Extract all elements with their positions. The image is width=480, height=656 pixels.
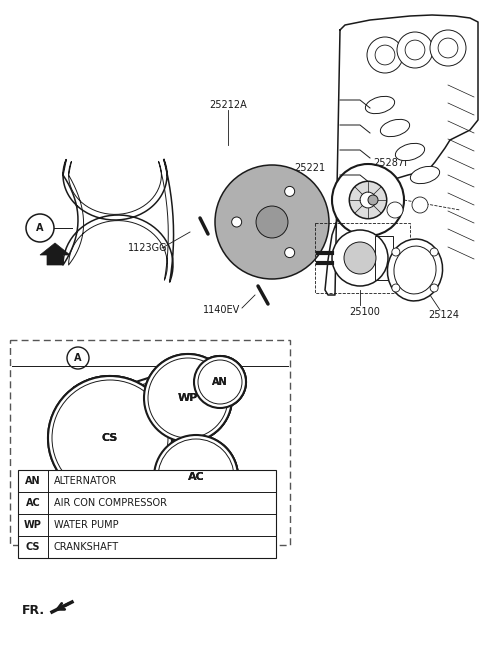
Bar xyxy=(18,470,276,558)
Text: AN: AN xyxy=(25,476,41,486)
Circle shape xyxy=(285,247,295,258)
Circle shape xyxy=(349,181,387,218)
Ellipse shape xyxy=(380,119,409,136)
Circle shape xyxy=(194,356,246,408)
Text: 25287I: 25287I xyxy=(373,158,407,168)
Text: VIEW: VIEW xyxy=(28,353,57,363)
Text: WP: WP xyxy=(178,393,198,403)
Circle shape xyxy=(158,439,234,515)
Circle shape xyxy=(52,380,168,496)
Ellipse shape xyxy=(394,246,436,294)
Text: WP: WP xyxy=(24,520,42,530)
Circle shape xyxy=(392,284,400,292)
Circle shape xyxy=(154,435,238,519)
Text: 25221: 25221 xyxy=(294,163,325,173)
Circle shape xyxy=(148,358,228,438)
Circle shape xyxy=(48,376,172,500)
Bar xyxy=(10,340,290,545)
Circle shape xyxy=(332,164,404,236)
Text: 25212A: 25212A xyxy=(209,100,247,110)
Circle shape xyxy=(344,242,376,274)
Text: AN: AN xyxy=(212,377,228,387)
Circle shape xyxy=(256,206,288,238)
Circle shape xyxy=(368,195,378,205)
Text: AC: AC xyxy=(188,472,204,482)
Circle shape xyxy=(397,32,433,68)
Circle shape xyxy=(405,40,425,60)
Circle shape xyxy=(144,354,232,442)
Text: AC: AC xyxy=(25,498,40,508)
Ellipse shape xyxy=(365,96,395,113)
Text: AC: AC xyxy=(188,472,204,482)
Text: 25124: 25124 xyxy=(429,310,459,320)
Bar xyxy=(375,236,393,280)
Polygon shape xyxy=(40,243,70,265)
Text: FR.: FR. xyxy=(22,604,45,617)
Ellipse shape xyxy=(396,144,425,161)
Ellipse shape xyxy=(410,167,440,184)
Text: CS: CS xyxy=(102,433,118,443)
Circle shape xyxy=(148,358,228,438)
Circle shape xyxy=(387,202,403,218)
Circle shape xyxy=(412,197,428,213)
Text: AN: AN xyxy=(212,377,228,387)
Text: 1123GG: 1123GG xyxy=(128,243,168,253)
Circle shape xyxy=(438,38,458,58)
Circle shape xyxy=(215,165,329,279)
Circle shape xyxy=(232,217,241,227)
Circle shape xyxy=(198,360,242,404)
Circle shape xyxy=(375,45,395,65)
Circle shape xyxy=(48,376,172,500)
Text: 1140EV: 1140EV xyxy=(204,305,240,315)
Circle shape xyxy=(154,435,238,519)
Circle shape xyxy=(285,186,295,196)
Circle shape xyxy=(430,248,438,256)
Ellipse shape xyxy=(387,239,443,301)
Text: 25100: 25100 xyxy=(349,307,381,317)
Circle shape xyxy=(392,248,400,256)
Circle shape xyxy=(360,192,376,208)
Text: CS: CS xyxy=(26,542,40,552)
Circle shape xyxy=(362,192,378,208)
Circle shape xyxy=(430,284,438,292)
Circle shape xyxy=(198,360,242,404)
Text: A: A xyxy=(74,353,82,363)
Text: CRANKSHAFT: CRANKSHAFT xyxy=(54,542,119,552)
Text: WP: WP xyxy=(178,393,198,403)
Circle shape xyxy=(430,30,466,66)
Text: WATER PUMP: WATER PUMP xyxy=(54,520,119,530)
Circle shape xyxy=(332,230,388,286)
Circle shape xyxy=(367,37,403,73)
Text: ALTERNATOR: ALTERNATOR xyxy=(54,476,117,486)
Circle shape xyxy=(52,380,168,496)
Text: AIR CON COMPRESSOR: AIR CON COMPRESSOR xyxy=(54,498,167,508)
Circle shape xyxy=(158,439,234,515)
Text: A: A xyxy=(36,223,44,233)
Text: CS: CS xyxy=(102,433,118,443)
Bar xyxy=(315,223,410,293)
Circle shape xyxy=(194,356,246,408)
Circle shape xyxy=(144,354,232,442)
